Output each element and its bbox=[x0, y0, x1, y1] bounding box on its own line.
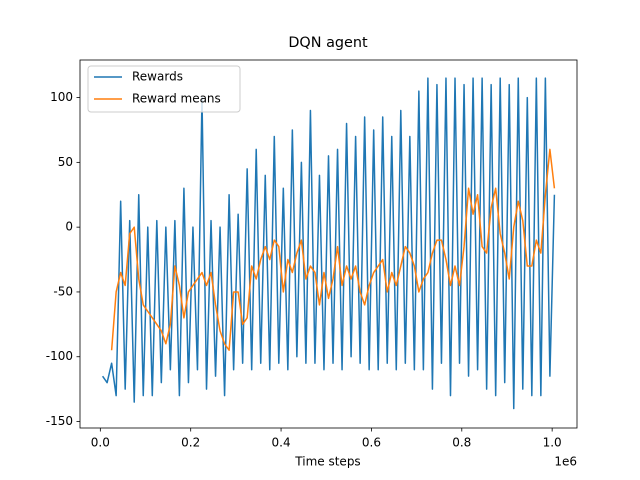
legend-box bbox=[87, 65, 241, 113]
x-tick-label: 0.0 bbox=[91, 436, 110, 450]
x-offset-label: 1e6 bbox=[554, 455, 577, 469]
x-tick-label: 0.6 bbox=[362, 436, 381, 450]
y-tick-label: -50 bbox=[53, 284, 73, 298]
x-axis-label: Time steps bbox=[294, 455, 360, 469]
x-tick-label: 0.4 bbox=[272, 436, 291, 450]
series-line bbox=[110, 148, 556, 351]
legend-label: Reward means bbox=[132, 92, 221, 106]
y-tick-label: -150 bbox=[46, 414, 73, 428]
y-tick-label: 50 bbox=[58, 155, 73, 169]
x-tick-label: 0.2 bbox=[181, 436, 200, 450]
legend-label: Rewards bbox=[132, 70, 183, 84]
x-tick-label: 0.8 bbox=[452, 436, 471, 450]
x-tick-label: 1.0 bbox=[543, 436, 562, 450]
chart-title: DQN agent bbox=[288, 35, 368, 51]
y-tick-label: -100 bbox=[46, 349, 73, 363]
y-tick-label: 100 bbox=[50, 90, 73, 104]
plot-frame bbox=[79, 59, 578, 429]
series-line bbox=[101, 77, 556, 410]
y-tick-label: 0 bbox=[65, 220, 73, 234]
